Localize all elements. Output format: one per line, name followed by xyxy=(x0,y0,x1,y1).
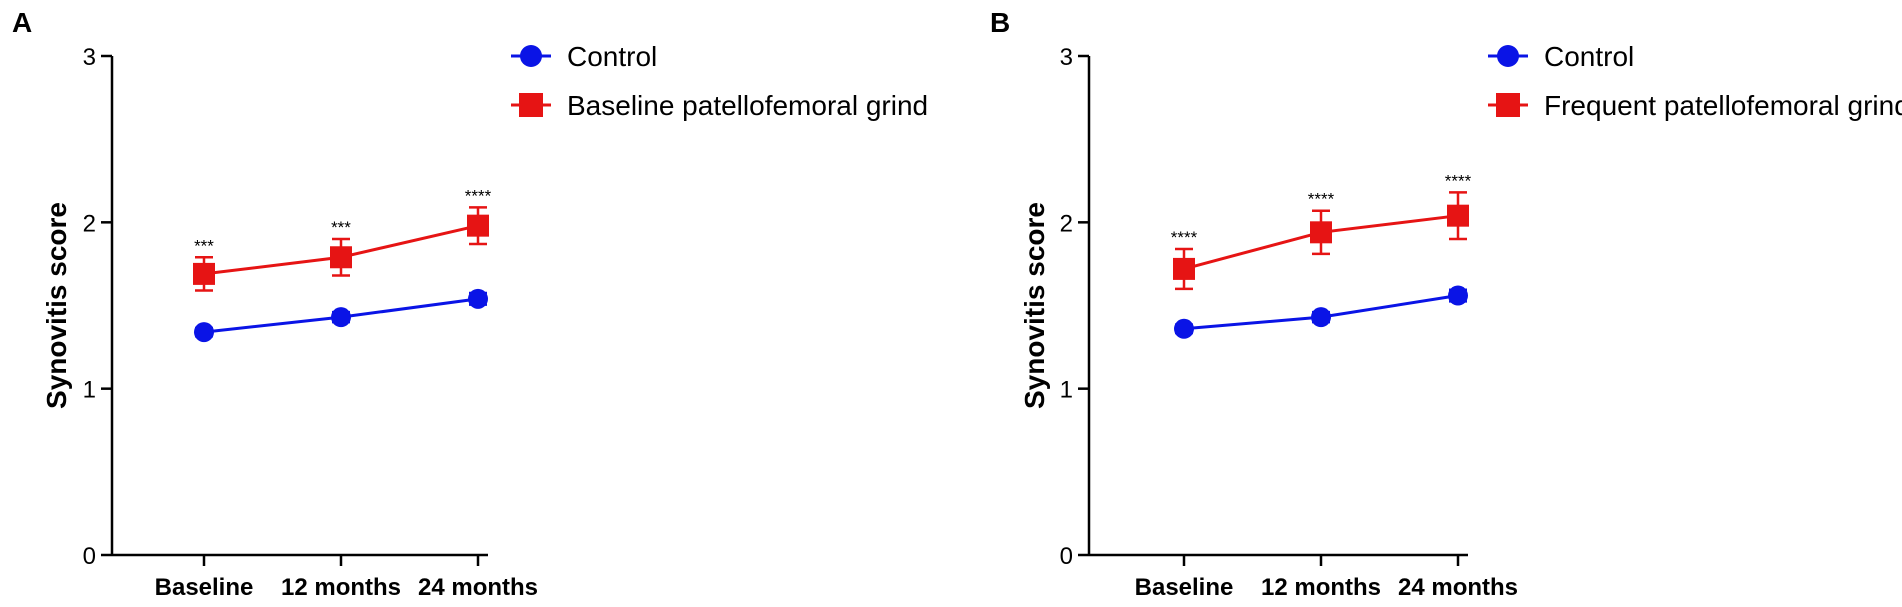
significance-label: **** xyxy=(1171,228,1198,247)
y-tick-label: 3 xyxy=(83,44,96,71)
y-tick-label: 1 xyxy=(1060,377,1073,404)
x-tick-label: 24 months xyxy=(1398,574,1518,601)
panel-b: B 0 1 2 3 Baseline 12 months 24 months Synovitis… xyxy=(990,7,1902,601)
y-axis-title: Synovitis score xyxy=(41,202,72,409)
significance-label: **** xyxy=(465,186,492,205)
x-tick-label: 12 months xyxy=(1261,574,1381,601)
legend-marker xyxy=(520,45,542,67)
data-point xyxy=(467,214,489,237)
panel-letter: A xyxy=(12,7,32,38)
data-point xyxy=(1174,318,1194,339)
significance-label: *** xyxy=(331,218,351,237)
data-point xyxy=(1447,204,1469,227)
data-point xyxy=(331,307,351,328)
significance-label: **** xyxy=(1308,190,1335,209)
y-tick-label: 2 xyxy=(1060,210,1073,237)
data-point xyxy=(193,262,215,285)
legend-marker xyxy=(1496,93,1520,117)
data-point xyxy=(468,288,488,309)
y-tick-label: 0 xyxy=(83,543,96,570)
legend-label: Baseline patellofemoral grind xyxy=(567,90,928,121)
data-point xyxy=(1173,257,1195,280)
legend-label: Control xyxy=(567,41,657,72)
x-tick-label: 12 months xyxy=(281,574,401,601)
legend-marker xyxy=(1497,45,1519,67)
legend-marker xyxy=(519,93,543,117)
y-tick-label: 0 xyxy=(1060,543,1073,570)
panel-letter: B xyxy=(990,7,1010,38)
data-point xyxy=(194,322,214,343)
data-point xyxy=(330,246,352,269)
y-tick-label: 2 xyxy=(83,210,96,237)
data-point xyxy=(1311,307,1331,328)
significance-label: *** xyxy=(194,236,214,255)
x-tick-label: Baseline xyxy=(1135,574,1234,601)
y-tick-label: 1 xyxy=(83,377,96,404)
y-tick-label: 3 xyxy=(1060,44,1073,71)
panel-a: A 0 1 2 3 Baseline 12 months 24 months Synovitis… xyxy=(12,7,928,601)
x-tick-label: 24 months xyxy=(418,574,538,601)
significance-label: **** xyxy=(1445,171,1472,190)
y-axis-title: Synovitis score xyxy=(1019,202,1050,409)
legend-label: Frequent patellofemoral grind xyxy=(1544,90,1902,121)
x-tick-label: Baseline xyxy=(155,574,254,601)
data-point xyxy=(1310,221,1332,244)
data-point xyxy=(1448,285,1468,306)
legend-label: Control xyxy=(1544,41,1634,72)
